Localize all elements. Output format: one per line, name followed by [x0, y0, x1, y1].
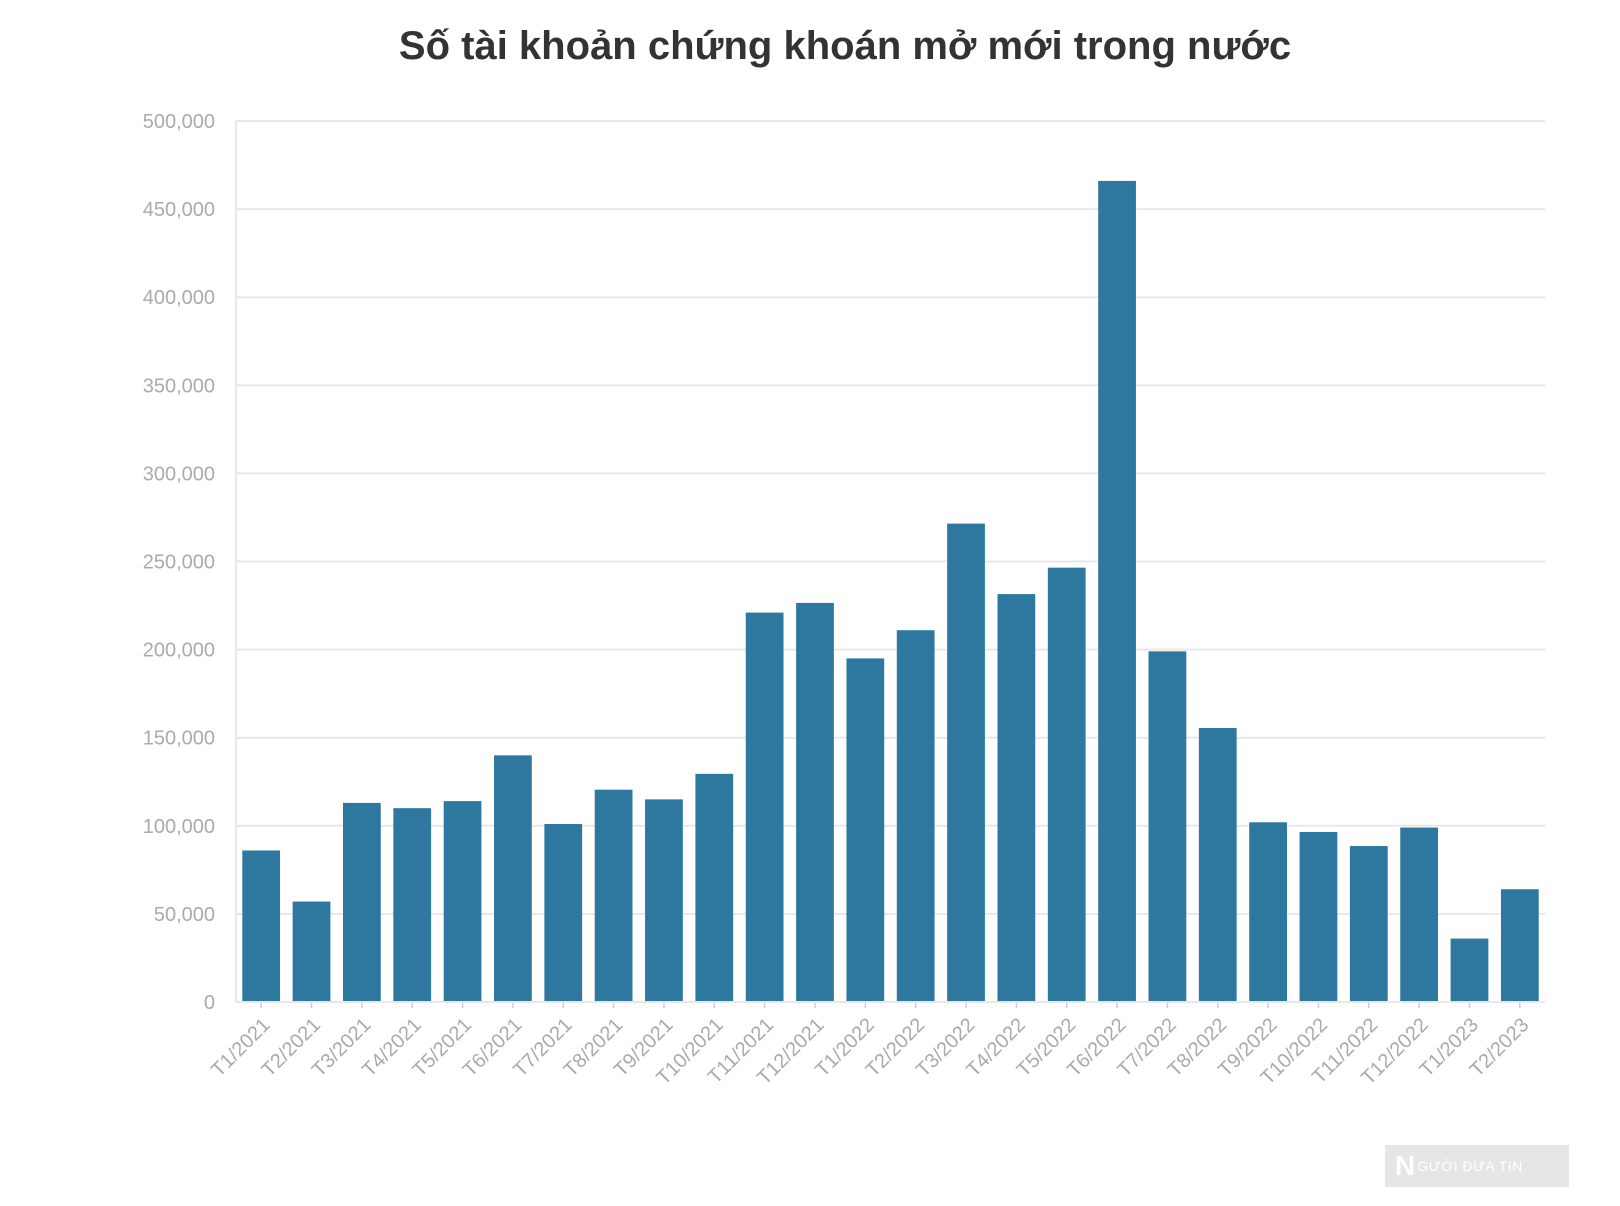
y-tick-label: 300,000 [143, 463, 215, 485]
bar-T7/2022 [1148, 651, 1187, 1002]
y-tick-label: 500,000 [143, 111, 215, 133]
bar-T9/2022 [1249, 822, 1287, 1002]
bar-T5/2022 [1047, 567, 1086, 1002]
axes [235, 121, 1545, 1008]
bar-T3/2021 [342, 802, 381, 1002]
bar-T12/2022 [1400, 827, 1439, 1002]
x-tick-labels: T1/2021T2/2021T3/2021T4/2021T5/2021T6/20… [207, 1014, 1533, 1089]
y-tick-label: 100,000 [143, 816, 215, 838]
bar-T1/2023 [1450, 938, 1489, 1002]
bar-T1/2022 [846, 658, 885, 1002]
y-tick-label: 150,000 [143, 728, 215, 750]
bars [242, 180, 1539, 1002]
bar-T11/2021 [745, 612, 784, 1002]
bar-T5/2021 [443, 801, 482, 1002]
bar-T2/2023 [1500, 889, 1539, 1002]
bar-T2/2022 [896, 630, 935, 1002]
bar-T3/2022 [947, 523, 985, 1002]
gridlines [236, 120, 1545, 915]
bar-T10/2022 [1299, 831, 1338, 1002]
bar-T12/2021 [796, 602, 834, 1002]
bar-T6/2022 [1098, 180, 1136, 1002]
y-tick-label: 250,000 [143, 552, 215, 574]
bar-T7/2021 [544, 824, 583, 1002]
watermark-mark: N [1395, 1150, 1416, 1181]
y-tick-labels: 0 50,000 100,000 150,000 200,000 250,000 300,0… [143, 111, 215, 1014]
y-tick-label: 400,000 [143, 287, 215, 309]
y-tick-label: 200,000 [143, 640, 215, 662]
watermark-text: GƯỜI ĐƯA TIN [1417, 1158, 1523, 1174]
bar-T8/2021 [594, 789, 633, 1002]
y-tick-label: 350,000 [143, 375, 215, 397]
bar-T9/2021 [645, 799, 683, 1002]
bar-T2/2021 [292, 901, 331, 1002]
bar-T4/2022 [997, 594, 1036, 1002]
bar-T4/2021 [393, 808, 432, 1002]
y-tick-label: 50,000 [154, 904, 215, 926]
y-tick-label: 450,000 [143, 199, 215, 221]
bar-T10/2021 [695, 773, 734, 1002]
watermark-logo: N GƯỜI ĐƯA TIN [1385, 1145, 1569, 1187]
bar-T11/2022 [1349, 846, 1388, 1002]
y-tick-label: 0 [204, 992, 215, 1014]
bar-T6/2021 [494, 755, 532, 1002]
chart-title: Số tài khoản chứng khoán mở mới trong nư… [398, 24, 1292, 68]
bar-T8/2022 [1198, 728, 1237, 1002]
bar-T1/2021 [242, 850, 281, 1002]
